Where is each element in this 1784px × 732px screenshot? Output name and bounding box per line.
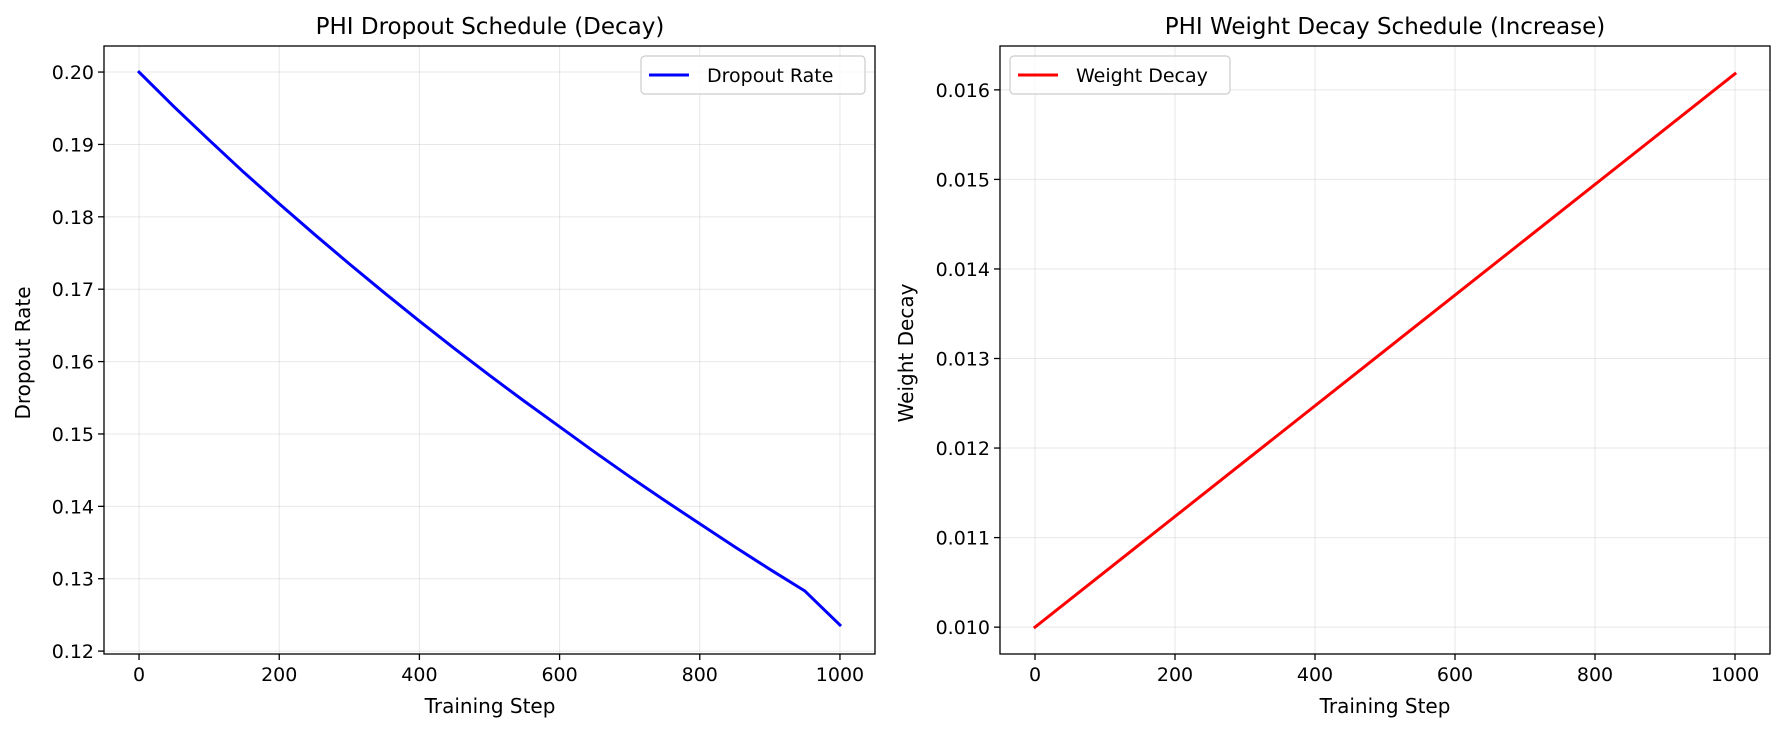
dropout-legend: Dropout Rate: [640, 55, 866, 95]
dropout-x-tick-label: 400: [401, 664, 437, 686]
weight-decay-y-tick-label: 0.014: [936, 259, 990, 281]
weight-decay-x-tick-label: 800: [1577, 664, 1613, 686]
weight-decay-x-tick-label: 1000: [1711, 664, 1759, 686]
weight-decay-x-tick-label: 400: [1297, 664, 1333, 686]
weight-decay-axis-ticks: 0 200 400 600 800 1000 0.010 0.011 0.012 0.013 0.0…: [936, 80, 1760, 686]
weight-decay-grid: [1000, 46, 1770, 654]
dropout-x-tick-label: 1000: [816, 664, 864, 686]
weight-decay-x-tick-label: 600: [1437, 664, 1473, 686]
dropout-x-tick-label: 800: [682, 664, 718, 686]
weight-decay-y-tick-label: 0.010: [936, 617, 990, 639]
weight-decay-chart: PHI Weight Decay Schedule (Increase) Tra…: [894, 14, 1771, 718]
dropout-y-tick-label: 0.19: [52, 134, 94, 156]
weight-decay-chart-title: PHI Weight Decay Schedule (Increase): [1165, 14, 1606, 40]
weight-decay-y-axis-label: Weight Decay: [894, 283, 918, 422]
dropout-y-tick-label: 0.16: [52, 352, 94, 374]
dropout-y-tick-label: 0.15: [52, 424, 94, 446]
dropout-axes-frame: [103, 45, 876, 655]
weight-decay-y-tick-label: 0.012: [936, 438, 990, 460]
dropout-grid: [104, 46, 875, 654]
weight-decay-legend-label: Weight Decay: [1076, 65, 1208, 87]
dropout-y-tick-label: 0.13: [52, 569, 94, 591]
weight-decay-series: [1032, 71, 1738, 630]
dropout-x-tick-label: 0: [133, 664, 145, 686]
weight-decay-x-axis-label: Training Step: [1319, 694, 1451, 718]
weight-decay-axes-frame: [999, 45, 1771, 655]
dropout-y-tick-label: 0.14: [52, 496, 94, 518]
dropout-series: [136, 69, 843, 628]
dropout-legend-frame: [640, 55, 866, 95]
dropout-y-axis-label: Dropout Rate: [11, 286, 35, 419]
weight-decay-x-tick-label: 0: [1029, 664, 1041, 686]
weight-decay-legend: Weight Decay: [1009, 55, 1231, 95]
dropout-legend-label: Dropout Rate: [707, 65, 833, 87]
weight-decay-y-tick-label: 0.013: [936, 349, 990, 371]
weight-decay-x-tick-label: 200: [1157, 664, 1193, 686]
weight-decay-y-tick-label: 0.015: [936, 169, 990, 191]
dropout-y-tick-label: 0.12: [52, 641, 94, 663]
dropout-y-tick-label: 0.17: [52, 279, 94, 301]
weight-decay-legend-frame: [1009, 55, 1231, 95]
dropout-x-axis-label: Training Step: [424, 694, 556, 718]
dropout-axis-ticks: 0 200 400 600 800 1000 0.12 0.13 0.14 0.15 0.16 0.1…: [52, 62, 864, 686]
dropout-series-line: [136, 69, 843, 628]
weight-decay-y-tick-label: 0.011: [936, 528, 990, 550]
weight-decay-y-tick-label: 0.016: [936, 80, 990, 102]
dropout-x-tick-label: 600: [541, 664, 577, 686]
dropout-y-tick-label: 0.18: [52, 207, 94, 229]
weight-decay-series-line: [1032, 71, 1738, 630]
dropout-y-tick-label: 0.20: [52, 62, 94, 84]
dropout-chart-title: PHI Dropout Schedule (Decay): [316, 14, 665, 40]
dropout-chart: PHI Dropout Schedule (Decay) Training St…: [11, 14, 876, 718]
dropout-x-tick-label: 200: [261, 664, 297, 686]
